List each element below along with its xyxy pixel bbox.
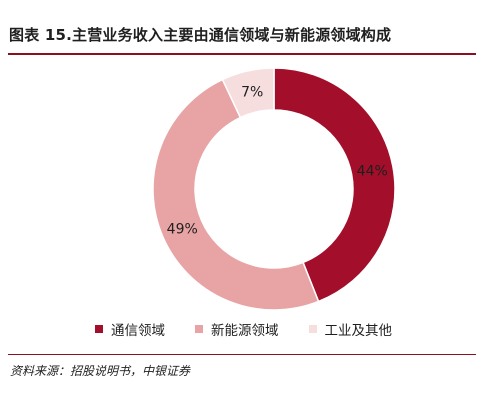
legend-swatch-communications xyxy=(95,325,103,333)
slice-communications xyxy=(273,67,396,303)
legend-label-communications: 通信领域 xyxy=(111,323,165,339)
legend-swatch-new-energy xyxy=(195,325,203,333)
slice-label-new-energy: 49% xyxy=(167,222,198,238)
legend-item-new-energy: 新能源领域 xyxy=(195,319,279,339)
slice-label-communications: 44% xyxy=(357,163,388,179)
legend-swatch-industrial-other xyxy=(308,325,317,333)
legend-label-new-energy: 新能源领域 xyxy=(211,323,279,339)
source-note: 资料来源：招股说明书，中银证券 xyxy=(10,364,191,378)
donut-chart: 44% 49% 7% xyxy=(152,67,396,311)
footer-divider xyxy=(8,354,476,355)
legend-label-industrial-other: 工业及其他 xyxy=(324,323,393,339)
slice-label-industrial-other: 7% xyxy=(241,84,263,100)
legend-item-industrial-other: 工业及其他 xyxy=(308,319,393,339)
slice-new-energy xyxy=(152,78,320,311)
chart-legend: 通信领域 新能源领域 工业及其他 xyxy=(95,319,393,339)
chart-title: 图表 15.主营业务收入主要由通信领域与新能源领域构成 xyxy=(9,26,392,44)
legend-item-communications: 通信领域 xyxy=(95,319,165,339)
title-divider xyxy=(8,53,476,55)
slice-industrial-other xyxy=(221,67,275,119)
